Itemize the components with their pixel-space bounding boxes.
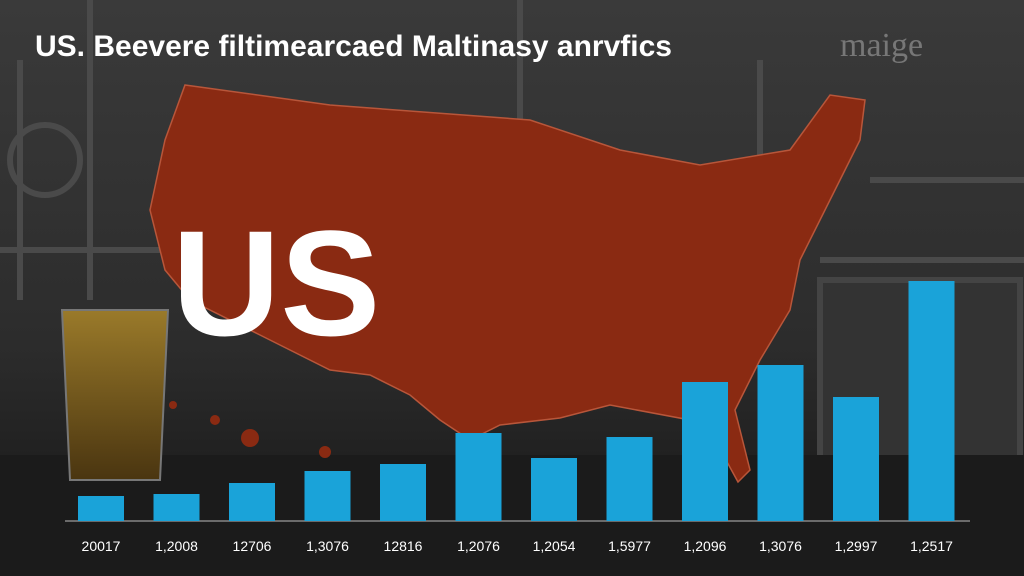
bar [455,433,502,521]
bar [757,365,804,521]
x-tick-label: 1,3076 [306,538,349,554]
x-tick-label: 1,3076 [759,538,802,554]
bar [380,464,426,521]
bar [304,471,351,521]
overlay-text: US [172,199,380,367]
bar [78,496,124,521]
x-tick-label: 1,2517 [910,538,953,554]
bar [531,458,577,521]
x-tick-label: 1,2054 [533,538,576,554]
x-tick-label: 1,2076 [457,538,500,554]
bar [153,494,200,521]
x-tick-label: 1,2008 [155,538,198,554]
chart-title: US. Beevere filtimearcaed Maltinasy anrv… [35,30,672,63]
bar [833,397,879,521]
bar [606,437,653,521]
bar [908,281,955,521]
x-tick-label: 12816 [384,538,423,554]
x-tick-label: 1,2997 [835,538,878,554]
x-tick-label: 1,2096 [684,538,727,554]
x-tick-label: 20017 [82,538,121,554]
beer-glass [60,309,170,481]
bar [682,382,728,521]
watermark: maige [840,27,923,64]
hawaii-islands [169,401,331,458]
x-tick-label: 12706 [233,538,272,554]
x-tick-label: 1,5977 [608,538,651,554]
bar [229,483,275,521]
